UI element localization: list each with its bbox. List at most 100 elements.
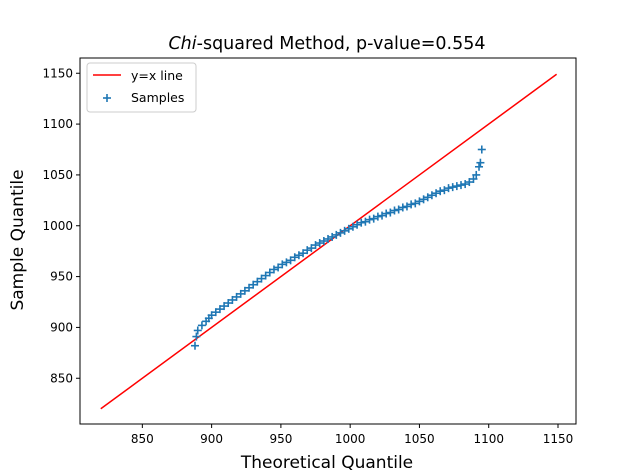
sample-point [475,162,484,171]
x-tick-label: 900 [200,432,223,446]
sample-point [348,222,357,231]
sample-point [332,230,341,239]
sample-point [315,239,324,248]
x-tick-label: 850 [131,432,154,446]
sample-point [240,286,249,295]
sample-point [211,308,220,317]
sample-point [476,158,485,167]
sample-point [215,305,224,314]
sample-point [419,195,428,204]
sample-point [373,212,382,221]
sample-point [307,244,316,253]
sample-point [444,184,453,193]
sample-point [286,256,295,265]
sample-point [261,271,270,280]
sample-point [249,280,258,289]
y-tick-label: 1150 [42,66,73,80]
x-tick-label: 1150 [543,432,574,446]
sample-point [290,253,299,262]
legend-samples-swatch [103,94,111,102]
axes-border [79,57,577,425]
sample-point [197,321,206,330]
sample-point [411,199,420,208]
sample-point [245,283,254,292]
sample-point [224,299,233,308]
chart-title-rest: -squared Method, p-value=0.554 [197,34,486,54]
sample-point [220,302,229,311]
sample-point [303,246,312,255]
sample-point [394,205,403,214]
sample-point [436,187,445,196]
y-tick-label: 850 [50,371,73,385]
sample-point [382,209,391,218]
sample-point [319,237,328,245]
sample-point [357,218,366,227]
sample-point [336,228,345,237]
sample-point [353,220,362,229]
sample-point [269,265,278,274]
sample-point [423,193,432,202]
sample-point [390,206,399,215]
sample-point [427,191,436,200]
sample-point [190,341,199,350]
sample-point [253,277,262,286]
y-tick-label: 1000 [42,219,73,233]
sample-point [378,211,387,220]
chart-title: Chi-squared Method, p-value=0.554 [168,34,485,54]
y-axis-ticks: 850 900 950 1000 1050 1100 1150 [42,66,80,385]
sample-point [398,203,407,212]
sample-point [324,234,332,243]
sample-point [274,263,283,272]
sample-point [415,197,424,206]
sample-point [472,170,481,179]
x-tick-label: 1000 [335,432,366,446]
sample-point [294,251,303,260]
sample-point [365,215,374,224]
samples-layer [190,145,486,350]
sample-point [457,181,466,190]
x-axis-label: Theoretical Quantile [240,453,413,473]
sample-point [402,202,411,211]
x-tick-label: 950 [269,432,292,446]
legend: y=x line Samples [86,62,197,113]
sample-point [340,226,349,235]
sample-point [257,274,266,283]
sample-point [236,289,245,298]
sample-point [465,178,474,187]
sample-point [207,311,216,320]
sample-point [469,174,478,183]
sample-point [282,258,291,267]
sample-point [311,241,320,250]
sample-point [369,214,378,223]
legend-label-samples: Samples [131,90,184,105]
sample-point [228,295,237,304]
sample-point [477,145,486,154]
sample-point [361,217,370,226]
sample-point [328,232,337,241]
sample-point [452,182,461,191]
sample-point [407,200,416,209]
chart-title-italic: Chi [168,34,196,54]
sample-point [192,332,201,341]
y-tick-label: 950 [50,270,73,284]
legend-label-line: y=x line [131,68,183,83]
y-tick-label: 900 [50,320,73,334]
sample-point [232,292,241,301]
y-axis-label: Sample Quantile [8,169,28,310]
sample-point [193,326,202,335]
x-axis-ticks: 850 900 950 1000 1050 1100 1150 [131,424,573,446]
sample-point [440,186,449,195]
y-tick-label: 1050 [42,168,73,182]
sample-point [432,189,441,198]
sample-point [278,260,287,269]
x-tick-label: 1100 [473,432,504,446]
sample-point [386,208,395,217]
sample-point [265,268,274,277]
y-tick-label: 1100 [42,117,73,131]
sample-point [448,183,457,192]
x-tick-label: 1050 [404,432,435,446]
axes-frame [79,57,577,425]
sample-point [299,249,308,258]
sample-point [461,180,470,189]
